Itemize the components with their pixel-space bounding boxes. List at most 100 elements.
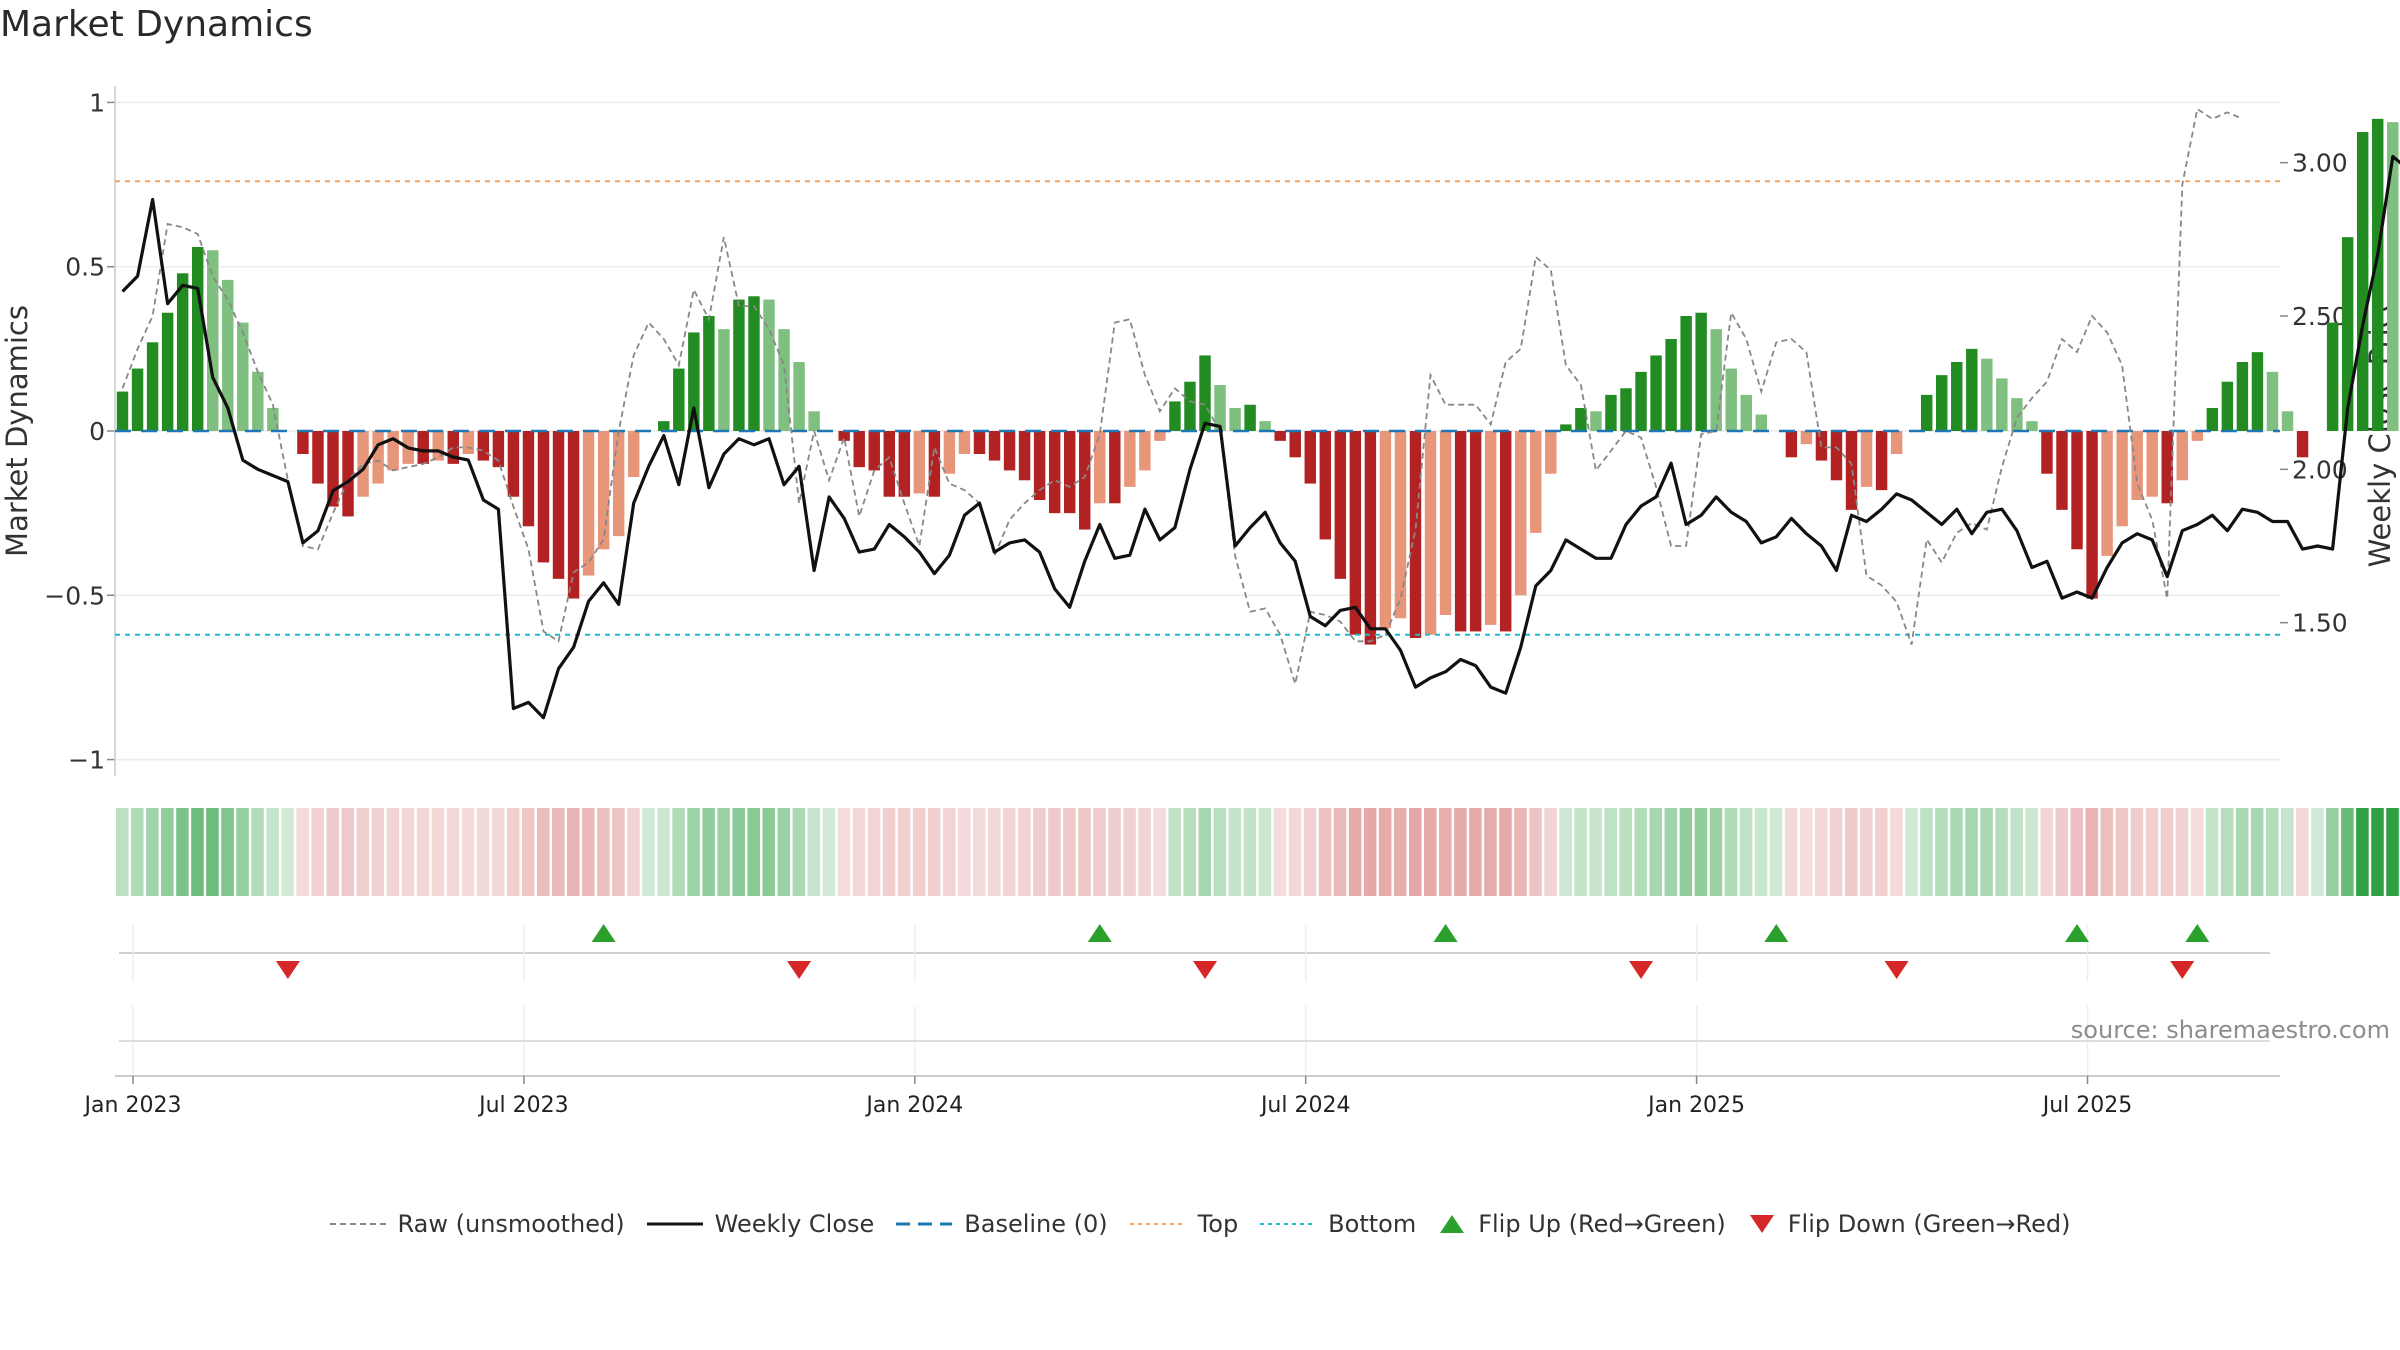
regime-cell bbox=[1875, 808, 1888, 896]
regime-cell bbox=[1980, 808, 1993, 896]
dashed-gray-line-icon bbox=[329, 1223, 386, 1225]
regime-cell bbox=[2100, 808, 2114, 896]
bar bbox=[1755, 414, 1768, 431]
bar bbox=[2387, 122, 2399, 432]
regime-cell bbox=[431, 808, 445, 896]
bar bbox=[673, 368, 685, 431]
regime-cell bbox=[2040, 808, 2053, 896]
y-axis-label: Market Dynamics bbox=[0, 305, 34, 557]
flip-up-marker bbox=[1764, 924, 1789, 942]
regime-cell bbox=[2371, 808, 2384, 896]
bar bbox=[658, 421, 670, 431]
legend-label-bottom: Bottom bbox=[1328, 1210, 1417, 1238]
legend-item-bottom: Bottom bbox=[1260, 1210, 1416, 1238]
bar bbox=[387, 431, 399, 471]
bar bbox=[1409, 431, 1422, 638]
bar bbox=[1349, 431, 1362, 635]
x-tick-label: Jul 2023 bbox=[477, 1093, 569, 1118]
legend-label-raw: Raw (unsmoothed) bbox=[397, 1210, 625, 1238]
regime-cell bbox=[2341, 808, 2354, 896]
bar bbox=[1695, 312, 1707, 431]
regime-cell bbox=[116, 808, 129, 896]
regime-cell bbox=[1739, 808, 1753, 896]
regime-cell bbox=[852, 808, 866, 896]
bar bbox=[988, 431, 1001, 461]
bar bbox=[1530, 431, 1542, 533]
bar bbox=[1304, 431, 1316, 484]
bar bbox=[1274, 431, 1286, 441]
bar bbox=[748, 296, 760, 431]
regime-cell bbox=[1048, 808, 1061, 896]
regime-cell bbox=[822, 808, 836, 896]
right-tick-label: 1.50 bbox=[2292, 609, 2348, 638]
regime-cell bbox=[2296, 808, 2309, 896]
bar bbox=[2176, 431, 2188, 481]
bar bbox=[2341, 237, 2354, 431]
bar bbox=[808, 411, 820, 431]
regime-cell bbox=[1905, 808, 1918, 896]
bar bbox=[462, 431, 475, 454]
bar bbox=[2131, 431, 2143, 500]
bar bbox=[2011, 398, 2023, 431]
bar bbox=[1214, 385, 1226, 431]
regime-cell bbox=[897, 808, 911, 896]
bar bbox=[2372, 118, 2384, 431]
bar bbox=[297, 431, 309, 454]
regime-cell bbox=[627, 808, 640, 896]
regime-cell bbox=[1033, 808, 1046, 896]
regime-cell bbox=[1920, 808, 1933, 896]
bar bbox=[222, 279, 234, 431]
regime-cell bbox=[687, 808, 700, 896]
regime-cell bbox=[266, 808, 279, 896]
regime-cell bbox=[281, 808, 294, 896]
regime-cell bbox=[1318, 808, 1332, 896]
bar bbox=[312, 431, 324, 484]
bar bbox=[1830, 431, 1843, 481]
bar bbox=[1545, 431, 1557, 474]
bar bbox=[2146, 431, 2158, 497]
bar bbox=[1981, 358, 1993, 431]
bar bbox=[1590, 411, 1602, 431]
bar bbox=[1199, 355, 1211, 431]
regime-cell bbox=[672, 808, 685, 896]
regime-cell bbox=[476, 808, 490, 896]
bar bbox=[2326, 322, 2339, 431]
regime-cell bbox=[612, 808, 625, 896]
bar bbox=[522, 431, 535, 527]
regime-cell bbox=[777, 808, 791, 896]
bar bbox=[1650, 355, 1662, 431]
regime-cell bbox=[1108, 808, 1121, 896]
y-tick-label: 1 bbox=[89, 88, 105, 117]
bar bbox=[447, 431, 459, 464]
y-tick-label: −0.5 bbox=[44, 581, 105, 610]
regime-cell bbox=[2145, 808, 2159, 896]
bar bbox=[492, 431, 505, 468]
raw-series-line bbox=[121, 107, 2243, 685]
regime-cell bbox=[1228, 808, 1242, 896]
bar bbox=[958, 431, 971, 454]
regime-cell bbox=[1604, 808, 1617, 896]
regime-cell bbox=[1093, 808, 1106, 896]
bar bbox=[1003, 431, 1016, 471]
flip-down-marker bbox=[2170, 961, 2195, 979]
regime-cell bbox=[1333, 808, 1347, 896]
solid-black-line-icon bbox=[646, 1222, 703, 1226]
legend-label-close: Weekly Close bbox=[714, 1210, 875, 1238]
regime-cell bbox=[1499, 808, 1512, 896]
regime-cell bbox=[1574, 808, 1587, 896]
bar bbox=[1018, 431, 1031, 481]
legend-item-close: Weekly Close bbox=[646, 1210, 875, 1238]
flip-up-marker bbox=[591, 924, 616, 942]
x-tick-label: Jan 2025 bbox=[1646, 1093, 1745, 1118]
regime-cell bbox=[792, 808, 806, 896]
legend-label-baseline: Baseline (0) bbox=[964, 1210, 1108, 1238]
regime-cell bbox=[1829, 808, 1843, 896]
bar bbox=[1499, 431, 1512, 632]
regime-cell bbox=[1078, 808, 1091, 896]
regime-cell bbox=[1529, 808, 1542, 896]
bar bbox=[582, 431, 595, 576]
bar bbox=[552, 431, 565, 579]
regime-cell bbox=[642, 808, 655, 896]
regime-cell bbox=[2190, 808, 2204, 896]
regime-cell bbox=[1348, 808, 1362, 896]
